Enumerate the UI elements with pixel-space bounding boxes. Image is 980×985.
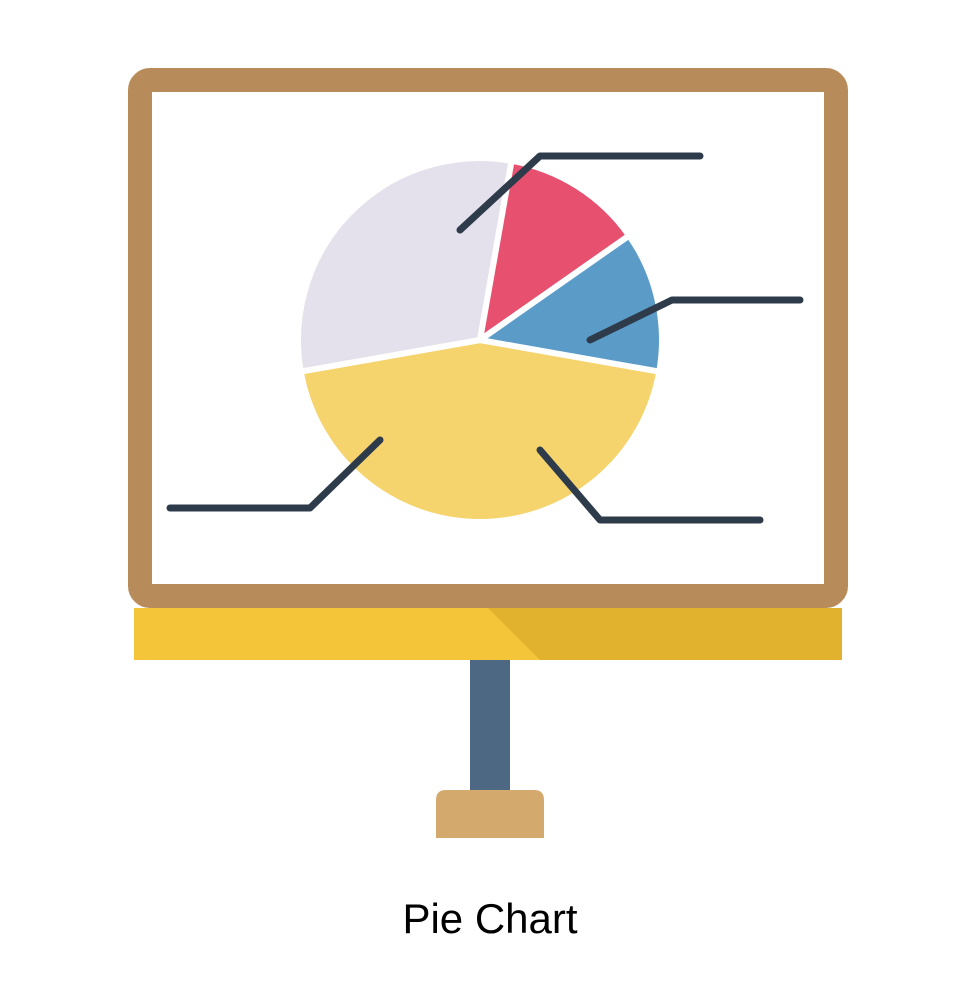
caption-label: Pie Chart [0,895,980,943]
presentation-board-icon [0,0,980,980]
stand-pole [470,660,510,790]
stand-base [436,790,544,838]
board-tray-shadow [488,608,842,660]
figure-canvas: Pie Chart [0,0,980,980]
